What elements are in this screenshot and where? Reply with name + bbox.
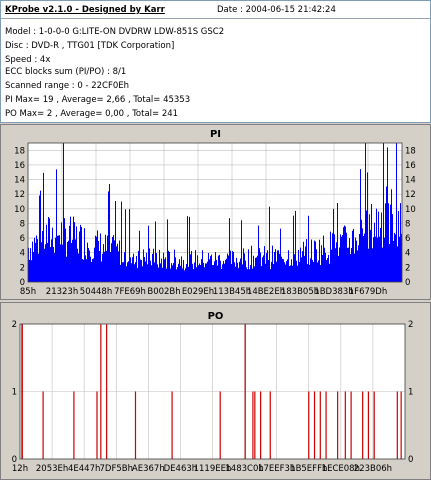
- y-tick-label-left: 1: [12, 388, 17, 398]
- x-tick-label: AE367h: [132, 464, 165, 474]
- info-panel: KProbe v2.1.0 - Designed by Karr Date : …: [0, 0, 431, 123]
- x-tick-label: 1F679Dh: [349, 287, 387, 297]
- y-tick-label-left: 18: [14, 146, 25, 156]
- y-tick-label-right: 0: [405, 278, 410, 288]
- x-tick-label: 183B05h: [281, 287, 319, 297]
- app-title: KProbe v2.1.0 - Designed by Karr: [5, 5, 165, 15]
- x-tick-label: 14BE2Eh: [247, 287, 285, 297]
- y-tick-label-right: 10: [405, 205, 416, 215]
- info-speed: Speed : 4x: [5, 55, 51, 65]
- chart-title: PO: [208, 311, 224, 322]
- x-tick-label: 1B5EFFh: [290, 464, 327, 474]
- x-tick-label: DE463h: [164, 464, 198, 474]
- x-tick-label: 223B06h: [354, 464, 392, 474]
- y-tick-label-right: 6: [405, 234, 410, 244]
- pi-chart: PI 0 0 2 2 4 4 6 6 8 8 10 10 12 12 14 14 16 16 18 18 85h 21323…: [0, 124, 431, 300]
- chart-title: PI: [210, 129, 221, 140]
- x-tick-label: 12h: [12, 464, 28, 474]
- y-tick-label-left: 8: [20, 219, 25, 229]
- y-tick-label-left: 4: [20, 249, 25, 259]
- x-tick-label: 85h: [20, 287, 36, 297]
- x-tick-label: 1119EEh: [194, 464, 232, 474]
- y-tick-label-right: 1: [408, 388, 413, 398]
- x-tick-label: 1BD383h: [314, 287, 353, 297]
- y-tick-label-right: 4: [405, 249, 410, 259]
- plot-border: [19, 323, 406, 460]
- x-tick-label: 1483C0h: [225, 464, 263, 474]
- y-tick-label-right: 2: [408, 320, 413, 330]
- scan-date: Date : 2004-06-15 21:42:24: [217, 5, 336, 15]
- y-tick-label-left: 14: [14, 176, 25, 186]
- info-pi-summary: PI Max= 19 , Average= 2,66 , Total= 4535…: [5, 95, 191, 105]
- x-tick-label: 50448h: [80, 287, 112, 297]
- y-tick-label-right: 16: [405, 161, 416, 171]
- y-tick-label-left: 10: [14, 205, 25, 215]
- y-tick-label-left: 2: [20, 263, 25, 273]
- y-tick-label-left: 2: [12, 320, 17, 330]
- x-tick-label: E029Eh: [182, 287, 214, 297]
- x-tick-label: B002Bh: [147, 287, 180, 297]
- x-tick-label: 7DF5Bh: [100, 464, 133, 474]
- info-disc: Disc : DVD-R , TTG01 [TDK Corporation]: [5, 41, 175, 51]
- x-tick-label: 113B45h: [213, 287, 251, 297]
- info-model: Model : 1-0-0-0 G:LITE-ON DVDRW LDW-851S…: [5, 27, 225, 37]
- y-tick-label-left: 6: [20, 234, 25, 244]
- info-po-summary: PO Max= 2 , Average= 0,00 , Total= 241: [5, 109, 179, 119]
- y-tick-label-right: 2: [405, 263, 410, 273]
- info-range: Scanned range : 0 - 22CF0Eh: [5, 81, 130, 91]
- y-tick-label-right: 18: [405, 146, 416, 156]
- y-tick-label-right: 8: [405, 219, 410, 229]
- x-tick-label: 1ECE08h: [322, 464, 360, 474]
- y-tick-label-right: 0: [408, 455, 413, 465]
- x-tick-label: 21323h: [46, 287, 78, 297]
- y-tick-label-left: 0: [20, 278, 25, 288]
- info-ecc: ECC blocks sum (PI/PO) : 8/1: [5, 67, 127, 77]
- y-tick-label-left: 0: [12, 455, 17, 465]
- x-tick-label: 7FE69h: [114, 287, 146, 297]
- y-tick-label-left: 12: [14, 190, 25, 200]
- y-tick-label-right: 14: [405, 176, 416, 186]
- separator: [1, 18, 430, 19]
- y-tick-label-right: 12: [405, 190, 416, 200]
- x-tick-label: 17EEF3h: [258, 464, 295, 474]
- x-tick-label: 4E447h: [68, 464, 100, 474]
- x-tick-label: 2053Eh: [36, 464, 68, 474]
- po-chart: PO 0 0 1 1 2 2 12h 2053Eh 4E447h 7DF5BhAE367hDE463…: [0, 302, 431, 480]
- y-tick-label-left: 16: [14, 161, 25, 171]
- plot-border: [27, 142, 403, 283]
